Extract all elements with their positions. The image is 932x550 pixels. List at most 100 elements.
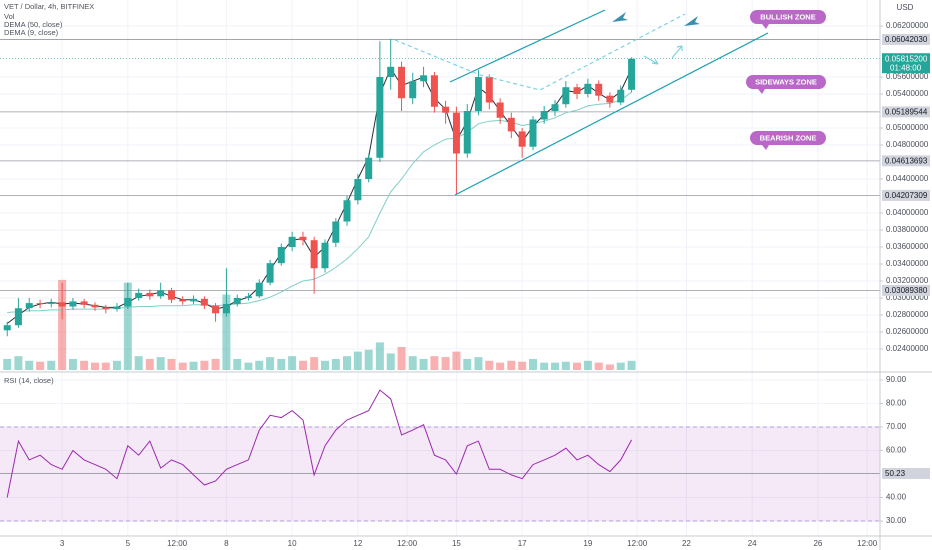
volume-bar <box>540 362 549 370</box>
candle-body <box>190 298 198 302</box>
zone-badge <box>750 131 826 145</box>
volume-bar <box>14 356 23 370</box>
x-tick-label: 15 <box>452 539 461 548</box>
y-tick-label: 40.00 <box>886 493 907 502</box>
candle-body <box>222 303 230 314</box>
y-tick-label: 80.00 <box>886 399 907 408</box>
volume-bar <box>528 358 537 370</box>
candle-body <box>3 325 11 331</box>
volume-bar <box>551 362 560 370</box>
y-tick-label: 0.06200000 <box>886 21 929 30</box>
y-tick-label: 0.04400000 <box>886 174 929 183</box>
volume-bar <box>90 362 99 370</box>
candle-body <box>332 221 340 243</box>
candle-body <box>365 157 373 180</box>
y-tick-label: 90.00 <box>886 375 907 384</box>
y-tick-label: 0.05400000 <box>886 89 929 98</box>
candle-body <box>25 303 33 309</box>
candle-body <box>474 77 482 112</box>
candles <box>3 38 636 337</box>
price-label-box <box>882 284 930 296</box>
volume-bar <box>331 358 340 370</box>
candle-body <box>529 119 537 147</box>
volume-bar <box>364 349 373 370</box>
price-label: 50.23 <box>885 469 906 478</box>
y-tick-label: 0.05600000 <box>886 72 929 81</box>
zone-badge <box>746 75 826 89</box>
overlays <box>6 67 633 498</box>
grid <box>0 0 880 536</box>
volume-bar <box>298 360 307 370</box>
volume-bar <box>266 357 275 370</box>
candle-body <box>244 296 252 299</box>
y-tick-label: 0.02400000 <box>886 344 929 353</box>
volume-bar <box>605 364 614 370</box>
levels <box>0 39 880 474</box>
zone-pointer <box>758 89 765 94</box>
candle-body <box>562 87 570 105</box>
candle-body <box>299 236 307 241</box>
y-tick-label: 0.04000000 <box>886 208 929 217</box>
candle-body <box>310 240 318 269</box>
volume-bar <box>233 358 242 370</box>
x-tick-label: 17 <box>518 539 527 548</box>
y-tick-label: 0.02800000 <box>886 310 929 319</box>
candle-body <box>14 308 22 326</box>
candle-body <box>485 77 493 103</box>
zones: BULLISH ZONE SIDEWAYS ZONE BEARISH ZONE <box>746 10 826 150</box>
candle-body <box>266 263 274 283</box>
candle-body <box>573 87 581 95</box>
candle-body <box>233 298 241 304</box>
volume-bar <box>189 361 198 370</box>
legend-dema9: DEMA (9, close) <box>4 28 59 37</box>
candle-body <box>398 66 406 99</box>
y-tick-label: 0.03800000 <box>886 225 929 234</box>
y-tick-label: 0.03400000 <box>886 259 929 268</box>
volume-bar <box>518 361 527 370</box>
candle-body <box>113 306 121 310</box>
volume-bar <box>463 358 472 370</box>
volume-bar <box>244 362 253 370</box>
volume-bar <box>145 358 154 370</box>
x-tick-label: 19 <box>583 539 592 548</box>
candle-body <box>47 302 55 304</box>
legend-rsi: RSI (14, close) <box>4 376 54 385</box>
candle-body <box>420 75 428 82</box>
rsi-band-area <box>0 427 880 521</box>
zone-label: BULLISH ZONE <box>760 12 815 21</box>
candle-body <box>102 307 110 310</box>
volume-bar <box>200 360 209 370</box>
arrow-icon <box>643 55 659 65</box>
volume-bar <box>320 360 329 370</box>
x-tick-label: 26 <box>813 539 822 548</box>
rocket-icon <box>612 12 628 22</box>
candle-body <box>168 290 176 300</box>
volume-bar <box>47 360 56 370</box>
drawings <box>394 9 769 196</box>
volume-bar <box>408 356 417 370</box>
candle-body <box>135 292 143 299</box>
candle-body <box>91 304 99 308</box>
volume <box>3 279 636 370</box>
volume-bar <box>178 362 187 370</box>
volume-bar <box>101 362 110 370</box>
volume-bar <box>397 347 406 370</box>
candle-body <box>617 89 625 103</box>
volume-bar <box>277 358 286 370</box>
volume-bar <box>167 358 176 370</box>
x-tick-label: 12 <box>353 539 362 548</box>
candle-body <box>124 298 132 307</box>
x-tick-label: 24 <box>748 539 757 548</box>
volume-bar <box>288 356 297 370</box>
axes: 3 5 12:00 8 10 12 12:00 15 17 19 12:00 22 24 26 12:00 0… <box>60 21 930 548</box>
volume-bar <box>112 360 121 370</box>
candle-body <box>288 236 296 248</box>
volume-bar <box>80 360 89 370</box>
candle-body <box>442 106 450 113</box>
volume-bar <box>68 358 77 370</box>
x-tick-label: 5 <box>126 539 131 548</box>
x-tick-label: 12:00 <box>397 539 418 548</box>
x-tick-label: 12:00 <box>627 539 648 548</box>
volume-bar <box>222 294 231 370</box>
candle-body <box>452 112 460 154</box>
